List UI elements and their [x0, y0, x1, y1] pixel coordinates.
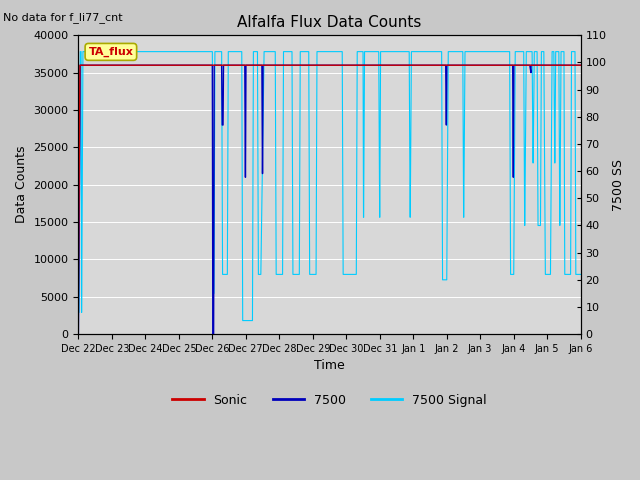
Text: TA_flux: TA_flux — [88, 47, 133, 57]
X-axis label: Time: Time — [314, 360, 345, 372]
Y-axis label: 7500 SS: 7500 SS — [612, 159, 625, 211]
Y-axis label: Data Counts: Data Counts — [15, 146, 28, 224]
Title: Alfalfa Flux Data Counts: Alfalfa Flux Data Counts — [237, 15, 422, 30]
Legend: Sonic, 7500, 7500 Signal: Sonic, 7500, 7500 Signal — [167, 389, 492, 411]
Text: No data for f_li77_cnt: No data for f_li77_cnt — [3, 12, 123, 23]
